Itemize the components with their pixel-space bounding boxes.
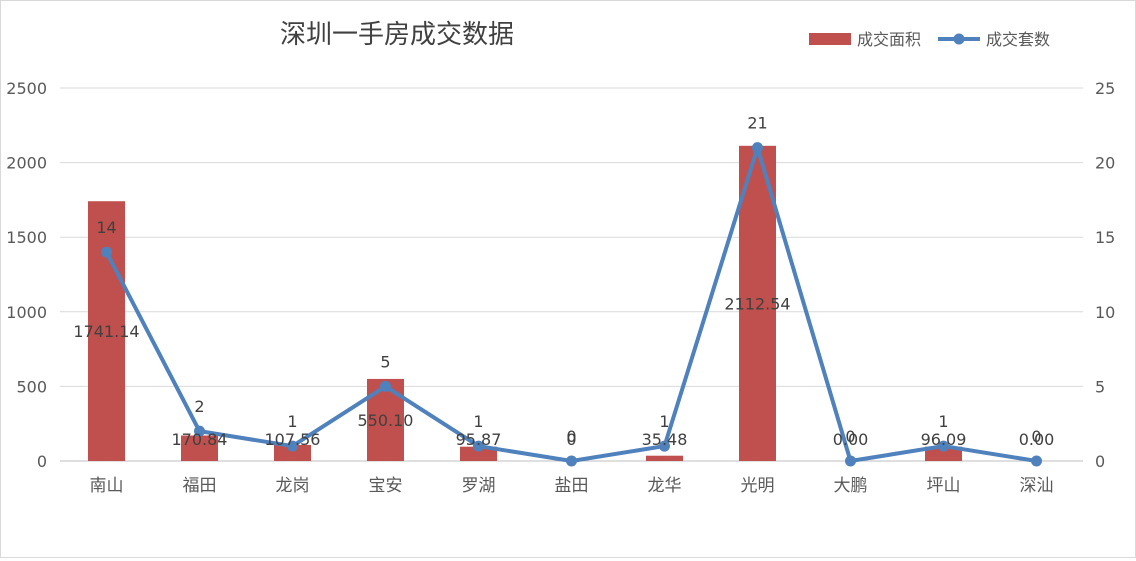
y-right-tick-label: 10 bbox=[1095, 303, 1115, 322]
bar-data-label: 95.87 bbox=[456, 430, 502, 449]
bar-series bbox=[88, 145, 962, 462]
bar bbox=[739, 145, 776, 462]
y-left-tick-label: 1500 bbox=[6, 228, 47, 247]
line-point bbox=[845, 455, 856, 467]
line-point bbox=[101, 246, 112, 258]
bar bbox=[274, 444, 311, 461]
x-tick-label: 坪山 bbox=[927, 476, 961, 496]
bar-data-label: 0.00 bbox=[833, 430, 869, 449]
bar-data-label: 550.10 bbox=[358, 411, 414, 430]
line-point bbox=[287, 440, 298, 452]
x-tick-label: 福田 bbox=[183, 476, 217, 496]
x-tick-label: 龙岗 bbox=[276, 476, 310, 496]
line-point bbox=[938, 440, 949, 452]
line-data-label: 2 bbox=[194, 397, 204, 416]
gridlines bbox=[60, 87, 1083, 462]
legend-swatch-marker bbox=[953, 33, 965, 45]
chart-legend: 成交面积 成交套数 bbox=[809, 30, 1050, 49]
line-data-label: 0 bbox=[566, 427, 576, 446]
line-point bbox=[380, 380, 391, 392]
bar-data-label: 35.48 bbox=[642, 430, 688, 449]
line-data-label: 1 bbox=[287, 412, 297, 431]
line-series bbox=[101, 142, 1042, 467]
y-right-tick-label: 15 bbox=[1095, 228, 1115, 247]
y-right-tick-label: 5 bbox=[1095, 377, 1105, 396]
bar-data-label: 0 bbox=[566, 430, 576, 449]
bar bbox=[181, 435, 218, 461]
y-left-tick-label: 2500 bbox=[6, 79, 47, 98]
y-left-tick-label: 500 bbox=[16, 377, 47, 396]
x-tick-label: 南山 bbox=[90, 476, 124, 496]
line-data-label: 21 bbox=[747, 114, 767, 133]
bar-data-label: 2112.54 bbox=[724, 294, 790, 313]
bar bbox=[646, 455, 683, 461]
line-data-label: 0 bbox=[845, 427, 855, 446]
x-tick-label: 宝安 bbox=[369, 476, 403, 496]
y-right-tick-label: 20 bbox=[1095, 154, 1115, 173]
x-tick-label: 龙华 bbox=[648, 476, 682, 496]
x-tick-label: 大鹏 bbox=[834, 476, 868, 496]
y-left-tick-label: 1000 bbox=[6, 303, 47, 322]
x-axis: 南山 福田 龙岗 宝安 罗湖 盐田 龙华 光明 大鹏 坪山 深汕 bbox=[90, 476, 1054, 496]
line-data-label: 14 bbox=[96, 218, 116, 237]
y-right-tick-label: 25 bbox=[1095, 79, 1115, 98]
bar bbox=[460, 446, 497, 461]
line-point bbox=[194, 425, 205, 437]
y-left-tick-label: 0 bbox=[37, 452, 47, 471]
legend-label-line: 成交套数 bbox=[986, 30, 1050, 49]
line-point bbox=[566, 455, 577, 467]
x-tick-label: 罗湖 bbox=[462, 476, 496, 496]
line-data-label: 1 bbox=[938, 412, 948, 431]
bar-data-label: 1741.14 bbox=[73, 322, 139, 341]
line-point bbox=[473, 440, 484, 452]
line-data-label: 1 bbox=[473, 412, 483, 431]
series-line bbox=[104, 145, 1037, 463]
legend-label-bar: 成交面积 bbox=[857, 30, 921, 49]
x-tick-label: 光明 bbox=[741, 476, 775, 496]
y-axis-right: 0 5 10 15 20 25 bbox=[1095, 79, 1115, 471]
legend-swatch-bar bbox=[809, 33, 851, 45]
bar-data-label: 96.09 bbox=[921, 430, 967, 449]
bar-data-label: 107.56 bbox=[265, 430, 321, 449]
x-tick-label: 盐田 bbox=[555, 476, 589, 496]
y-left-tick-label: 2000 bbox=[6, 154, 47, 173]
bar bbox=[88, 201, 125, 461]
line-point bbox=[1031, 455, 1042, 467]
bar bbox=[925, 446, 962, 461]
chart-title: 深圳一手房成交数据 bbox=[280, 20, 514, 50]
line-data-label: 1 bbox=[659, 412, 669, 431]
line-point bbox=[659, 440, 670, 452]
bar-data-label: 170.84 bbox=[172, 430, 228, 449]
x-tick-label: 深汕 bbox=[1020, 476, 1054, 496]
line-data-label: 0 bbox=[1031, 427, 1041, 446]
line-point bbox=[752, 142, 763, 154]
y-right-tick-label: 0 bbox=[1095, 452, 1105, 471]
line-data-label: 5 bbox=[380, 352, 390, 371]
y-axis-left: 0 500 1000 1500 2000 2500 bbox=[6, 79, 47, 471]
bar-data-label: 0.00 bbox=[1019, 430, 1055, 449]
